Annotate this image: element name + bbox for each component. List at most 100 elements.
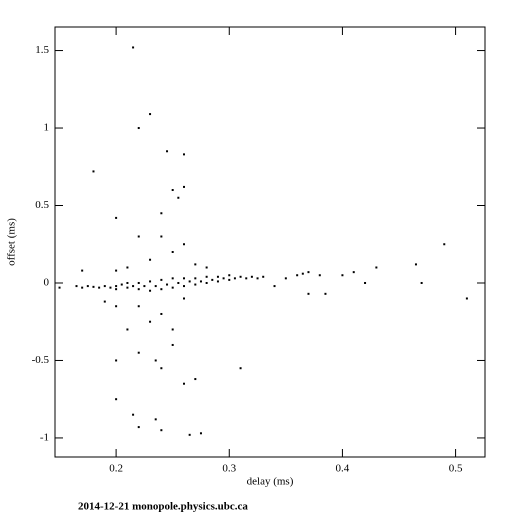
point — [228, 278, 231, 281]
point — [256, 277, 259, 280]
point — [115, 285, 118, 288]
point — [318, 274, 321, 277]
point — [352, 271, 355, 274]
point — [115, 305, 118, 308]
point — [109, 286, 112, 289]
point — [149, 258, 152, 261]
point — [177, 281, 180, 284]
point — [160, 278, 163, 281]
x-tick-label: 0.2 — [109, 463, 123, 475]
point — [160, 367, 163, 370]
point — [75, 285, 78, 288]
point — [239, 275, 242, 278]
point — [183, 285, 185, 288]
point — [160, 212, 163, 215]
point — [307, 271, 310, 274]
point — [296, 274, 299, 277]
point — [262, 275, 265, 278]
y-tick-label: 1 — [44, 122, 50, 134]
point — [183, 185, 185, 188]
point — [245, 277, 248, 280]
point — [205, 275, 208, 278]
y-tick-label: 1.5 — [35, 44, 49, 56]
point — [160, 312, 163, 315]
point — [137, 235, 140, 238]
point — [132, 46, 135, 49]
point — [137, 426, 140, 429]
point — [115, 288, 118, 291]
point — [149, 320, 152, 323]
point — [132, 413, 135, 416]
point — [137, 305, 140, 308]
y-tick-label: 0 — [44, 277, 50, 289]
point — [92, 285, 95, 288]
point — [115, 359, 118, 362]
x-axis-label: delay (ms) — [247, 476, 294, 488]
point — [137, 281, 140, 284]
point — [171, 189, 174, 192]
point — [324, 292, 327, 295]
point — [233, 277, 236, 280]
point — [194, 283, 197, 286]
point — [194, 277, 197, 280]
point — [126, 328, 129, 331]
point — [171, 328, 174, 331]
point — [171, 277, 174, 280]
point — [341, 274, 344, 277]
point — [301, 272, 304, 275]
point — [154, 359, 157, 362]
point — [166, 150, 169, 153]
point — [194, 263, 197, 266]
point — [205, 281, 208, 284]
point — [149, 289, 152, 292]
point — [160, 235, 163, 238]
point — [171, 343, 174, 346]
point — [183, 277, 185, 280]
point — [120, 283, 123, 286]
footer: 2014-12-21 monopole.physics.ubc.ca — [78, 501, 248, 512]
point — [132, 285, 135, 288]
point — [58, 286, 61, 289]
x-tick-label: 0.3 — [222, 463, 236, 475]
point — [98, 286, 101, 289]
point — [149, 113, 152, 116]
point — [284, 277, 287, 280]
point — [115, 398, 118, 401]
point — [216, 275, 219, 278]
point — [177, 196, 180, 199]
point — [115, 269, 118, 272]
point — [81, 269, 84, 272]
point — [154, 285, 157, 288]
point — [160, 429, 163, 432]
plot-frame — [54, 26, 486, 458]
point — [222, 277, 225, 280]
point — [216, 280, 219, 283]
point — [205, 266, 208, 269]
point — [115, 216, 118, 219]
point — [137, 127, 140, 130]
point — [171, 286, 174, 289]
point — [137, 351, 140, 354]
point — [250, 275, 253, 278]
point — [103, 300, 106, 303]
point — [126, 281, 129, 284]
point — [86, 285, 89, 288]
point — [183, 297, 185, 300]
point — [228, 274, 231, 277]
y-tick-label: -1 — [40, 431, 49, 443]
point — [183, 153, 185, 156]
point — [273, 285, 276, 288]
point — [364, 281, 367, 284]
point — [183, 382, 185, 385]
point — [171, 250, 174, 253]
point — [414, 263, 417, 266]
point — [166, 283, 169, 286]
point — [81, 286, 84, 289]
point — [154, 418, 157, 421]
point — [188, 433, 191, 436]
point — [420, 281, 423, 284]
point — [126, 266, 129, 269]
point — [183, 243, 185, 246]
point — [465, 297, 468, 300]
